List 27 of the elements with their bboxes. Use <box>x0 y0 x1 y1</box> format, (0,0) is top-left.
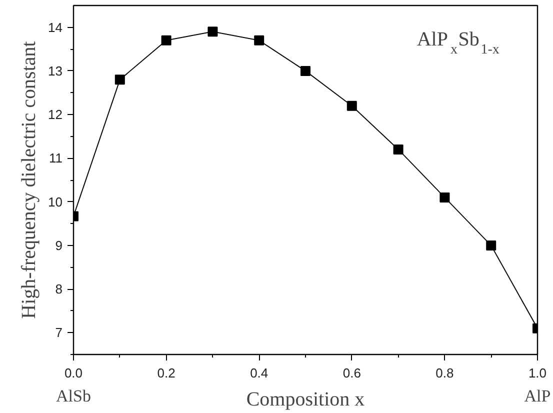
point <box>161 35 172 46</box>
point <box>346 100 357 111</box>
y-tick-label: 14 <box>48 20 63 35</box>
point <box>114 74 125 85</box>
x-tick-label: 0.8 <box>436 366 454 380</box>
x-tick-label: 0.6 <box>342 366 361 380</box>
point <box>254 35 264 46</box>
y-tick-label: 13 <box>48 63 63 78</box>
x-tick-label: 1.0 <box>528 366 547 380</box>
y-tick-label: 8 <box>55 282 63 297</box>
text: AlSb <box>56 386 91 406</box>
y-tick-label: 9 <box>55 238 63 253</box>
point <box>208 26 218 37</box>
y-axis-title: High-frequency dielectric constant <box>18 40 40 319</box>
y-tick-label: 7 <box>55 325 63 340</box>
point <box>393 144 404 154</box>
point <box>440 192 450 202</box>
x-tick-label: 0.0 <box>64 366 83 380</box>
x-tick-label: 0.4 <box>250 366 268 380</box>
point <box>300 66 310 76</box>
y-tick-label: 12 <box>48 107 63 122</box>
point <box>486 240 496 250</box>
x-tick-label: 0.2 <box>157 366 176 380</box>
text: AlP <box>524 386 551 406</box>
y-tick-label: 11 <box>49 150 63 166</box>
y-tick-label: 10 <box>48 194 63 210</box>
x-axis-title: Composition x <box>246 388 365 410</box>
